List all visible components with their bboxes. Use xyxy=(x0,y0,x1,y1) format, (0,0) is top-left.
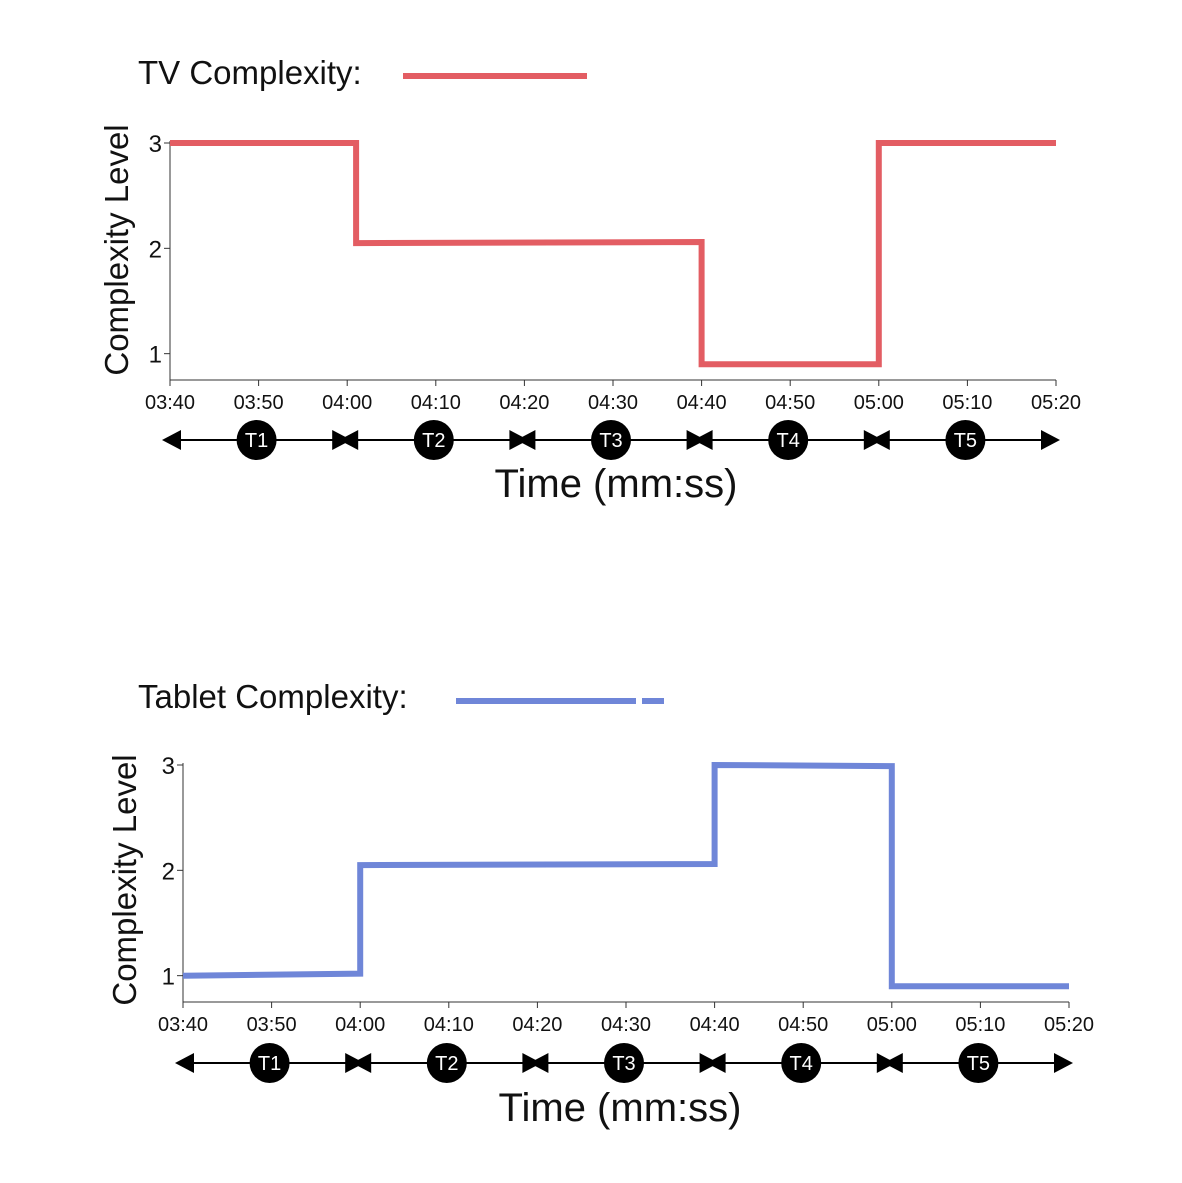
x-tick-label: 04:10 xyxy=(424,1014,474,1036)
phase-badge xyxy=(249,1043,290,1083)
tablet-complexity-chart: Tablet Complexity: Complexity Level Time… xyxy=(106,678,1094,1130)
y-tick-label: 1 xyxy=(162,964,175,991)
x-tick-label: 04:30 xyxy=(601,1014,651,1036)
phase-badge xyxy=(958,1043,999,1083)
x-tick-label: 05:20 xyxy=(1031,392,1081,414)
phase-timeline: T1 T2 T3 T4 T5 xyxy=(175,1043,1073,1083)
phase-arrowhead-left xyxy=(352,1053,372,1073)
y-axis-label: Complexity Level xyxy=(98,124,135,375)
phase-label: T1 xyxy=(245,430,268,452)
phase-badge xyxy=(945,420,986,460)
x-tick-label: 03:40 xyxy=(158,1014,208,1036)
phase-label: T4 xyxy=(777,430,800,452)
x-tick-label: 05:10 xyxy=(942,392,992,414)
phase-label: T5 xyxy=(967,1053,990,1075)
phase-label: T4 xyxy=(790,1053,813,1075)
phase-badge xyxy=(604,1043,644,1083)
phase-label: T3 xyxy=(599,430,622,452)
phase-arrowhead-left xyxy=(516,430,536,450)
x-tick-label: 03:50 xyxy=(247,1014,297,1036)
series-line xyxy=(182,761,1069,990)
legend-label: Tablet Complexity: xyxy=(138,678,408,715)
phase-badge xyxy=(413,420,454,460)
x-tick-label: 04:20 xyxy=(512,1014,562,1036)
phase-label: T2 xyxy=(422,430,445,452)
x-tick-label: 04:10 xyxy=(411,392,461,414)
phase-arrowhead-left xyxy=(529,1053,549,1073)
phase-badge xyxy=(236,420,277,460)
x-tick-label: 05:00 xyxy=(854,392,904,414)
y-tick-label: 2 xyxy=(149,236,162,263)
phase-badge xyxy=(591,420,631,460)
phase-arrowhead-left xyxy=(883,1053,903,1073)
phase-arrowhead-left xyxy=(162,430,181,450)
x-tick-label: 04:30 xyxy=(588,392,638,414)
phase-label: T3 xyxy=(612,1053,635,1075)
x-tick-label: 04:00 xyxy=(322,392,372,414)
y-tick-label: 2 xyxy=(162,858,175,885)
x-tick-label: 04:50 xyxy=(765,392,815,414)
x-tick-label: 04:20 xyxy=(499,392,549,414)
y-tick-label: 3 xyxy=(149,131,162,158)
x-tick-label: 04:40 xyxy=(690,1014,740,1036)
phase-timeline: T1 T2 T3 T4 T5 xyxy=(162,420,1060,460)
phase-label: T1 xyxy=(258,1053,281,1075)
axes: 1 2 3 03:40 03:50 04:00 04:10 04:20 04:30 04:40 04… xyxy=(158,753,1094,1036)
x-axis-label: Time (mm:ss) xyxy=(499,1086,742,1130)
x-tick-label: 05:20 xyxy=(1044,1014,1094,1036)
phase-label: T5 xyxy=(954,430,977,452)
x-axis-label: Time (mm:ss) xyxy=(495,462,738,506)
x-tick-label: 04:00 xyxy=(335,1014,385,1036)
phase-arrowhead-left xyxy=(870,430,890,450)
phase-badge xyxy=(781,1043,822,1083)
phase-label: T2 xyxy=(435,1053,458,1075)
phase-arrowhead-right xyxy=(1041,430,1060,450)
y-tick-label: 3 xyxy=(162,753,175,780)
x-tick-label: 05:10 xyxy=(955,1014,1005,1036)
phase-arrowhead-left xyxy=(706,1053,726,1073)
x-tick-label: 05:00 xyxy=(867,1014,917,1036)
y-tick-label: 1 xyxy=(149,342,162,369)
tv-complexity-chart: TV Complexity: Complexity Level Time (mm… xyxy=(98,54,1081,506)
phase-badge xyxy=(768,420,809,460)
phase-arrowhead-left xyxy=(693,430,713,450)
x-tick-label: 04:40 xyxy=(677,392,727,414)
x-tick-label: 03:40 xyxy=(145,392,195,414)
series-marks xyxy=(170,140,1056,368)
phase-arrowhead-left xyxy=(175,1053,194,1073)
series-marks xyxy=(182,761,1069,990)
legend-label: TV Complexity: xyxy=(138,54,362,91)
series-line xyxy=(170,140,1056,368)
axes: 1 2 3 03:40 03:50 04:00 04:10 04:20 04:30 04:40 04… xyxy=(145,131,1081,414)
phase-arrowhead-left xyxy=(339,430,359,450)
y-axis-label: Complexity Level xyxy=(106,754,143,1005)
phase-badge xyxy=(426,1043,467,1083)
phase-arrowhead-right xyxy=(1054,1053,1073,1073)
x-tick-label: 03:50 xyxy=(234,392,284,414)
x-tick-label: 04:50 xyxy=(778,1014,828,1036)
